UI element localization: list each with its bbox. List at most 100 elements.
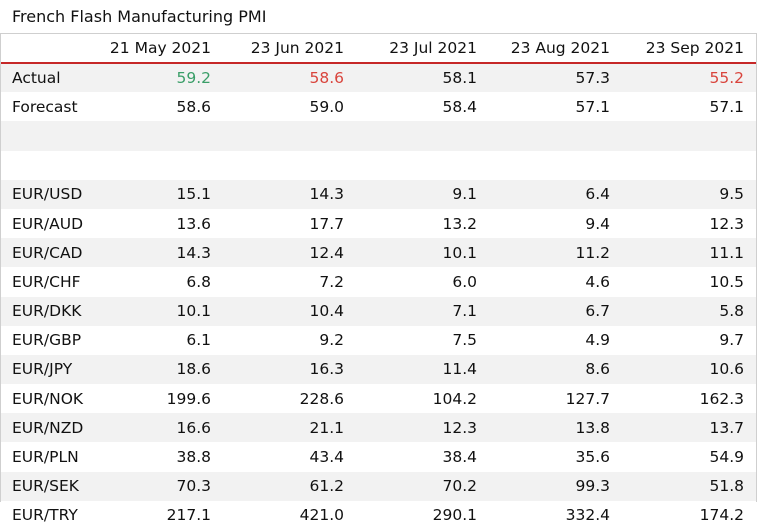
value-cell: 11.2 bbox=[575, 243, 610, 262]
table-row: EUR/GBP 6.1 9.2 7.5 4.9 9.7 bbox=[1, 325, 756, 355]
value-cell: 59.0 bbox=[309, 97, 344, 116]
value-cell: 13.6 bbox=[176, 214, 211, 233]
value-cell: 58.4 bbox=[442, 97, 477, 116]
value-cell: 57.1 bbox=[575, 97, 610, 116]
header-date-cell: 21 May 2021 bbox=[109, 39, 211, 57]
row-label-cell bbox=[1, 151, 93, 180]
value-cell: 11.4 bbox=[442, 360, 477, 379]
value-cell bbox=[356, 151, 489, 180]
value-cell: 70.2 bbox=[442, 477, 477, 496]
row-label-cell: EUR/AUD bbox=[12, 214, 84, 233]
table-row: EUR/AUD 13.6 17.7 13.2 9.4 12.3 bbox=[1, 208, 756, 239]
table-row: EUR/CHF 6.8 7.2 6.0 4.6 10.5 bbox=[1, 267, 756, 297]
table-row bbox=[1, 121, 756, 151]
value-cell: 35.6 bbox=[575, 448, 610, 467]
header-date-cell: 23 Jul 2021 bbox=[389, 39, 477, 57]
row-label-cell: EUR/NZD bbox=[12, 418, 84, 437]
value-cell: 228.6 bbox=[299, 389, 344, 408]
value-cell: 12.3 bbox=[709, 214, 744, 233]
value-cell bbox=[356, 121, 489, 150]
value-cell: 7.2 bbox=[319, 272, 344, 291]
value-cell: 9.4 bbox=[585, 214, 610, 233]
value-cell: 10.5 bbox=[709, 272, 744, 291]
value-cell: 6.4 bbox=[585, 185, 610, 204]
value-cell bbox=[622, 151, 756, 180]
table-row: EUR/CAD 14.3 12.4 10.1 11.2 11.1 bbox=[1, 238, 756, 268]
value-cell: 162.3 bbox=[699, 389, 744, 408]
value-cell: 54.9 bbox=[709, 448, 744, 467]
table-row: EUR/SEK 70.3 61.2 70.2 99.3 51.8 bbox=[1, 471, 756, 501]
value-cell: 13.2 bbox=[442, 214, 477, 233]
value-cell: 51.8 bbox=[709, 477, 744, 496]
row-label-cell: Actual bbox=[12, 69, 61, 88]
value-cell: 58.6 bbox=[176, 97, 211, 116]
value-cell: 199.6 bbox=[166, 389, 211, 408]
value-cell: 7.5 bbox=[452, 331, 477, 350]
value-cell: 10.1 bbox=[176, 302, 211, 321]
table-row: EUR/NZD 16.6 21.1 12.3 13.8 13.7 bbox=[1, 413, 756, 443]
value-cell: 5.8 bbox=[719, 302, 744, 321]
value-cell bbox=[489, 151, 622, 180]
value-cell bbox=[622, 121, 756, 150]
value-cell: 14.3 bbox=[176, 243, 211, 262]
table-row: Actual 59.2 58.6 58.1 57.3 55.2 bbox=[1, 63, 756, 93]
row-label-cell: EUR/JPY bbox=[12, 360, 73, 379]
row-label-cell: EUR/NOK bbox=[12, 389, 84, 408]
header-label-cell bbox=[1, 34, 93, 63]
value-cell: 16.3 bbox=[309, 360, 344, 379]
row-label-cell: Forecast bbox=[12, 97, 78, 116]
table-body: Actual 59.2 58.6 58.1 57.3 55.2 Forecast 58.6 59… bbox=[1, 63, 756, 530]
row-label-cell: EUR/SEK bbox=[12, 477, 79, 496]
value-cell: 9.7 bbox=[719, 331, 744, 350]
value-cell: 57.3 bbox=[575, 69, 610, 88]
value-cell: 104.2 bbox=[432, 389, 477, 408]
value-cell: 4.6 bbox=[585, 272, 610, 291]
table-title: French Flash Manufacturing PMI bbox=[12, 7, 267, 26]
value-cell: 8.6 bbox=[585, 360, 610, 379]
value-cell: 58.6 bbox=[309, 69, 344, 88]
row-label-cell: EUR/TRY bbox=[12, 506, 78, 525]
value-cell: 59.2 bbox=[176, 69, 211, 88]
value-cell: 58.1 bbox=[442, 69, 477, 88]
value-cell: 21.1 bbox=[309, 418, 344, 437]
value-cell: 332.4 bbox=[565, 506, 610, 525]
table-row: EUR/DKK 10.1 10.4 7.1 6.7 5.8 bbox=[1, 296, 756, 326]
row-label-cell bbox=[1, 121, 93, 150]
value-cell bbox=[93, 121, 223, 150]
header-date-cell: 23 Jun 2021 bbox=[250, 39, 344, 57]
pmi-table: 21 May 2021 23 Jun 2021 23 Jul 2021 23 A… bbox=[1, 34, 756, 530]
table-row: EUR/USD 15.1 14.3 9.1 6.4 9.5 bbox=[1, 179, 756, 209]
row-label-cell: EUR/GBP bbox=[12, 331, 82, 350]
header-row: 21 May 2021 23 Jun 2021 23 Jul 2021 23 A… bbox=[1, 34, 756, 63]
value-cell: 290.1 bbox=[432, 506, 477, 525]
row-label-cell: EUR/USD bbox=[12, 185, 83, 204]
row-label-cell: EUR/CHF bbox=[12, 272, 81, 291]
value-cell bbox=[223, 151, 356, 180]
table-row: EUR/NOK 199.6 228.6 104.2 127.7 162.3 bbox=[1, 384, 756, 414]
value-cell bbox=[93, 151, 223, 180]
value-cell: 7.1 bbox=[452, 302, 477, 321]
value-cell: 55.2 bbox=[709, 69, 744, 88]
row-label-cell: EUR/DKK bbox=[12, 302, 82, 321]
value-cell: 61.2 bbox=[309, 477, 344, 496]
value-cell: 4.9 bbox=[585, 331, 610, 350]
value-cell: 11.1 bbox=[709, 243, 744, 262]
table-row: EUR/TRY 217.1 421.0 290.1 332.4 174.2 bbox=[1, 500, 756, 530]
value-cell: 6.0 bbox=[452, 272, 477, 291]
value-cell: 12.3 bbox=[442, 418, 477, 437]
row-label-cell: EUR/CAD bbox=[12, 243, 83, 262]
value-cell: 38.4 bbox=[442, 448, 477, 467]
value-cell: 10.6 bbox=[709, 360, 744, 379]
value-cell: 421.0 bbox=[299, 506, 344, 525]
value-cell: 13.7 bbox=[709, 418, 744, 437]
value-cell: 9.1 bbox=[452, 185, 477, 204]
value-cell: 38.8 bbox=[176, 448, 211, 467]
value-cell: 14.3 bbox=[309, 185, 344, 204]
value-cell: 15.1 bbox=[176, 185, 211, 204]
value-cell: 6.1 bbox=[186, 331, 211, 350]
value-cell: 10.4 bbox=[309, 302, 344, 321]
table-row: EUR/JPY 18.6 16.3 11.4 8.6 10.6 bbox=[1, 354, 756, 385]
value-cell: 9.5 bbox=[719, 185, 744, 204]
table-row: EUR/PLN 38.8 43.4 38.4 35.6 54.9 bbox=[1, 442, 756, 472]
value-cell: 9.2 bbox=[319, 331, 344, 350]
